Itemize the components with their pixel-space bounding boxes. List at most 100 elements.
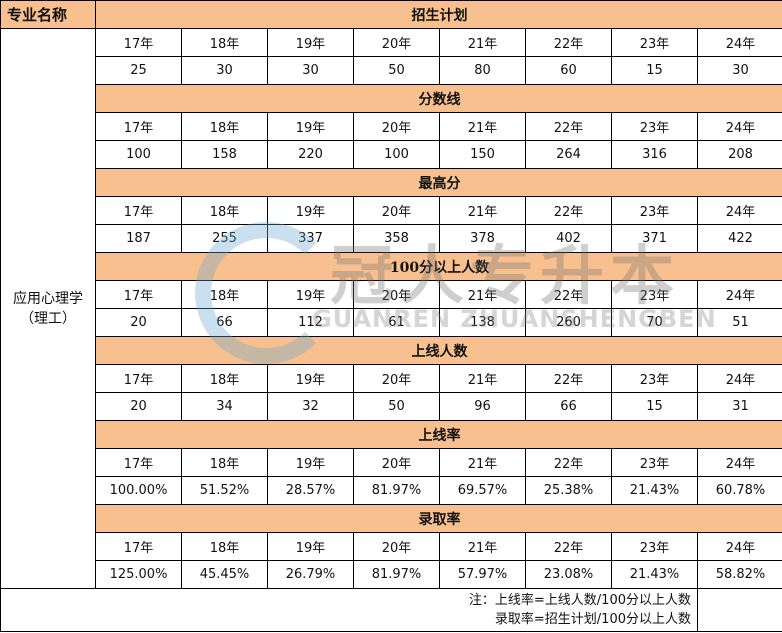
value-cell: 31: [697, 392, 782, 421]
value-cell: 81.97%: [353, 476, 440, 505]
value-cell: 45.45%: [181, 560, 268, 589]
year-cell: 19年: [267, 196, 354, 225]
value-cell: 51.52%: [181, 476, 268, 505]
year-cell: 17年: [95, 280, 182, 309]
value-cell: 30: [697, 56, 782, 85]
year-cell: 20年: [353, 280, 440, 309]
year-cell: 18年: [181, 364, 268, 393]
value-cell: 60: [525, 56, 612, 85]
value-cell: 21.43%: [611, 476, 698, 505]
year-cell: 17年: [95, 112, 182, 141]
value-cell: 100: [95, 140, 182, 169]
year-cell: 23年: [611, 28, 698, 57]
major-name-header: 专业名称: [0, 0, 96, 29]
year-cell: 21年: [439, 196, 526, 225]
value-cell: 58.82%: [697, 560, 782, 589]
year-cell: 18年: [181, 112, 268, 141]
major-name: 应用心理学: [13, 290, 83, 307]
value-cell: 112: [267, 308, 354, 337]
year-cell: 19年: [267, 112, 354, 141]
section-title: 最高分: [95, 168, 782, 197]
footnote-line: 注：上线率=上线人数/100分以上人数: [468, 593, 691, 608]
value-cell: 51: [697, 308, 782, 337]
value-cell: 371: [611, 224, 698, 253]
value-cell: 21.43%: [611, 560, 698, 589]
year-cell: 19年: [267, 364, 354, 393]
year-cell: 24年: [697, 28, 782, 57]
year-cell: 17年: [95, 196, 182, 225]
footnote: 注：上线率=上线人数/100分以上人数 录取率=招生计划/100分以上人数: [0, 588, 698, 632]
value-cell: 158: [181, 140, 268, 169]
value-cell: 70: [611, 308, 698, 337]
year-cell: 19年: [267, 280, 354, 309]
year-cell: 21年: [439, 112, 526, 141]
major-category: （理工）: [20, 310, 76, 327]
year-cell: 17年: [95, 28, 182, 57]
section-title: 100分以上人数: [95, 252, 782, 281]
year-cell: 21年: [439, 448, 526, 477]
value-cell: 60.78%: [697, 476, 782, 505]
value-cell: 20: [95, 392, 182, 421]
value-cell: 26.79%: [267, 560, 354, 589]
year-cell: 22年: [525, 280, 612, 309]
year-cell: 23年: [611, 112, 698, 141]
year-cell: 23年: [611, 448, 698, 477]
value-cell: 80: [439, 56, 526, 85]
value-cell: 208: [697, 140, 782, 169]
value-cell: 61: [353, 308, 440, 337]
value-cell: 66: [525, 392, 612, 421]
value-cell: 25: [95, 56, 182, 85]
year-cell: 20年: [353, 112, 440, 141]
value-cell: 30: [267, 56, 354, 85]
value-cell: 34: [181, 392, 268, 421]
year-cell: 24年: [697, 280, 782, 309]
value-cell: 255: [181, 224, 268, 253]
year-cell: 19年: [267, 28, 354, 57]
value-cell: 15: [611, 392, 698, 421]
value-cell: 138: [439, 308, 526, 337]
section-title: 上线人数: [95, 336, 782, 365]
year-cell: 19年: [267, 532, 354, 561]
year-cell: 18年: [181, 28, 268, 57]
value-cell: 15: [611, 56, 698, 85]
year-cell: 18年: [181, 532, 268, 561]
empty-cell: [697, 588, 782, 632]
value-cell: 316: [611, 140, 698, 169]
year-cell: 22年: [525, 112, 612, 141]
year-cell: 21年: [439, 28, 526, 57]
year-cell: 22年: [525, 364, 612, 393]
value-cell: 25.38%: [525, 476, 612, 505]
value-cell: 100: [353, 140, 440, 169]
year-cell: 18年: [181, 196, 268, 225]
year-cell: 21年: [439, 364, 526, 393]
value-cell: 378: [439, 224, 526, 253]
year-cell: 18年: [181, 448, 268, 477]
value-cell: 23.08%: [525, 560, 612, 589]
year-cell: 17年: [95, 532, 182, 561]
year-cell: 19年: [267, 448, 354, 477]
year-cell: 22年: [525, 448, 612, 477]
section-title: 招生计划: [95, 0, 782, 29]
value-cell: 264: [525, 140, 612, 169]
section-title: 上线率: [95, 420, 782, 449]
value-cell: 50: [353, 56, 440, 85]
value-cell: 32: [267, 392, 354, 421]
value-cell: 20: [95, 308, 182, 337]
year-cell: 23年: [611, 280, 698, 309]
year-cell: 21年: [439, 532, 526, 561]
value-cell: 337: [267, 224, 354, 253]
year-cell: 20年: [353, 364, 440, 393]
year-cell: 24年: [697, 364, 782, 393]
year-cell: 20年: [353, 448, 440, 477]
year-cell: 24年: [697, 448, 782, 477]
value-cell: 30: [181, 56, 268, 85]
year-cell: 24年: [697, 532, 782, 561]
year-cell: 17年: [95, 364, 182, 393]
value-cell: 260: [525, 308, 612, 337]
year-cell: 22年: [525, 196, 612, 225]
year-cell: 22年: [525, 532, 612, 561]
year-cell: 22年: [525, 28, 612, 57]
year-cell: 20年: [353, 28, 440, 57]
value-cell: 187: [95, 224, 182, 253]
